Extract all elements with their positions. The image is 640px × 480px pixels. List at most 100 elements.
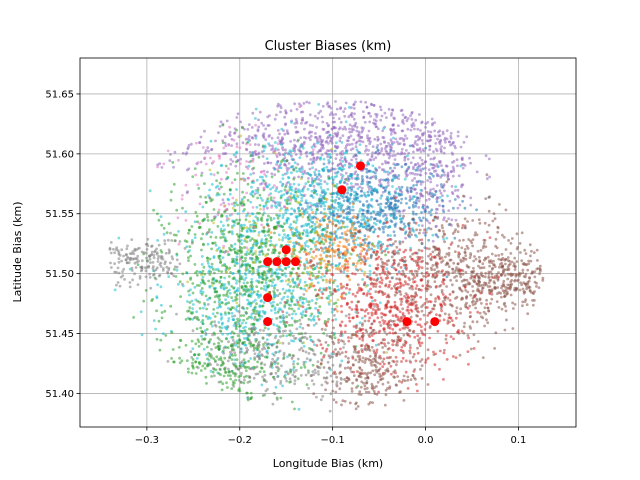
scatter-point [256,129,260,133]
scatter-point [497,254,501,257]
scatter-point [270,148,273,152]
scatter-point [313,222,317,226]
scatter-point [530,249,533,253]
scatter-point [431,166,434,170]
scatter-point [239,233,243,237]
scatter-point [500,307,504,311]
scatter-point [318,219,322,223]
scatter-point [230,144,234,148]
scatter-point [375,188,379,192]
scatter-point [241,190,245,194]
scatter-point [199,289,203,292]
scatter-point [405,202,408,205]
scatter-point [459,307,463,311]
scatter-point [366,134,369,138]
scatter-point [322,157,326,161]
scatter-point [447,177,450,181]
scatter-point [195,270,199,273]
scatter-point [242,281,246,285]
scatter-point [513,265,517,269]
scatter-point [283,304,287,307]
scatter-point [235,218,239,222]
scatter-point [294,221,298,225]
scatter-point [243,195,246,199]
scatter-point [384,253,387,257]
scatter-point [260,304,264,308]
scatter-point [337,163,340,167]
scatter-point [241,197,244,201]
scatter-point [433,256,437,259]
scatter-point [402,283,405,287]
scatter-point [211,268,215,271]
scatter-point [488,264,491,268]
scatter-point [460,226,464,230]
scatter-point [316,292,320,296]
scatter-point [188,228,191,232]
scatter-point [301,207,304,211]
scatter-point [341,160,345,163]
scatter-point [142,299,146,303]
scatter-point [331,162,334,165]
scatter-point [262,270,266,273]
scatter-point [265,219,269,222]
scatter-point [385,116,388,119]
scatter-point [366,206,370,209]
scatter-point [391,108,394,112]
scatter-point [317,178,321,181]
scatter-point [365,167,368,171]
scatter-point [290,207,293,211]
scatter-point [368,120,372,124]
scatter-point [349,182,353,185]
scatter-point [449,137,453,140]
scatter-point [471,320,475,324]
scatter-point [379,196,383,200]
scatter-point [173,150,177,154]
scatter-point [221,332,225,336]
scatter-point [313,145,317,149]
scatter-point [256,188,260,192]
scatter-point [199,160,203,164]
scatter-point [217,269,221,273]
scatter-point [210,231,214,234]
scatter-point [411,302,415,306]
scatter-point [270,270,274,274]
scatter-point [236,112,240,116]
scatter-point [162,226,166,230]
scatter-point [524,282,528,286]
scatter-point [221,250,225,254]
scatter-point [389,114,393,117]
scatter-point [402,142,406,146]
scatter-point [276,362,280,365]
scatter-point [420,309,424,313]
scatter-point [257,151,261,155]
scatter-point [276,310,280,314]
scatter-point [290,316,294,320]
scatter-point [343,156,347,159]
scatter-point [395,272,399,276]
scatter-point [331,292,335,296]
scatter-point [387,271,391,275]
scatter-point [258,211,261,215]
scatter-point [314,254,318,258]
scatter-point [297,138,300,142]
scatter-point [471,279,475,282]
scatter-point [369,170,373,173]
scatter-point [316,308,320,312]
scatter-point [334,126,337,130]
scatter-point [276,216,280,220]
scatter-point [532,251,536,255]
scatter-point [308,123,312,127]
scatter-point [317,169,321,173]
scatter-point [311,160,315,164]
scatter-point [343,263,347,266]
scatter-point [323,274,326,278]
scatter-point [459,164,463,168]
scatter-point [456,224,460,228]
scatter-point [279,110,282,114]
scatter-point [441,194,444,198]
scatter-point [223,311,227,314]
scatter-point [348,278,352,282]
scatter-point [358,151,362,155]
scatter-point [482,241,486,245]
scatter-point [436,137,439,141]
